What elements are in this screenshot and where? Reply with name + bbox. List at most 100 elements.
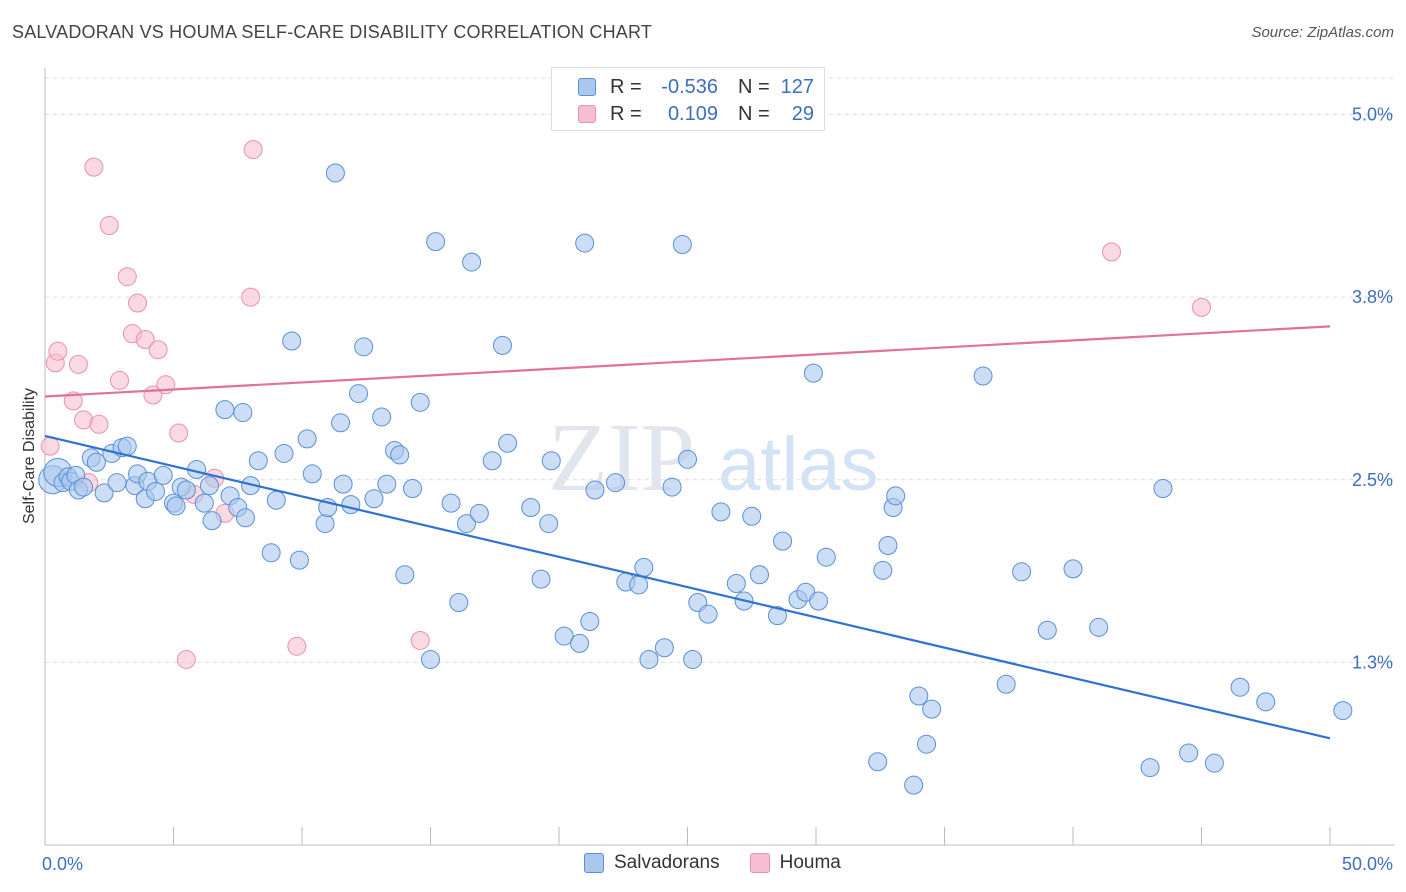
salvadoran-point	[215, 400, 235, 420]
salvadoran-point	[153, 465, 173, 485]
r-value: 0.109	[667, 102, 718, 125]
salvadoran-trend-line	[44, 434, 1331, 740]
salvadoran-point	[441, 493, 461, 513]
salvadoran-point	[873, 560, 893, 580]
salvadoran-point	[492, 335, 512, 355]
salvadoran-point	[233, 403, 253, 423]
salvadoran-point	[354, 337, 374, 357]
salvadoran-point	[333, 474, 353, 494]
salvadoran-point	[482, 451, 502, 471]
salvadoran-point	[541, 451, 561, 471]
houma-point	[148, 340, 168, 360]
stats-legend: R = -0.536 N = 127 R = 0.109 N = 29	[551, 67, 825, 131]
houma-point	[135, 330, 155, 350]
salvadoran-swatch	[578, 78, 596, 96]
houma-points	[40, 140, 1211, 669]
chart-title: SALVADORAN VS HOUMA SELF-CARE DISABILITY…	[12, 22, 653, 42]
salvadoran-point	[809, 591, 829, 611]
houma-point	[68, 354, 88, 374]
y-axis-title: Self-Care Disability	[21, 388, 38, 524]
salvadoran-point	[886, 486, 906, 506]
salvadoran-point	[364, 489, 384, 509]
salvadoran-point	[1333, 701, 1353, 721]
salvadoran-point	[372, 407, 392, 427]
n-value: 29	[791, 102, 814, 125]
n-label: N =	[738, 75, 770, 98]
salvadoran-point	[462, 252, 482, 272]
houma-point	[176, 649, 196, 669]
salvadoran-point	[672, 235, 692, 255]
r-value: -0.536	[661, 75, 718, 98]
y-tick-label: 5.0%	[1352, 105, 1393, 125]
houma-swatch	[749, 853, 770, 873]
houma-point	[117, 267, 137, 287]
salvadoran-point	[315, 514, 335, 534]
salvadoran-point	[1037, 620, 1057, 640]
salvadoran-point	[456, 514, 476, 534]
r-label: R =	[610, 75, 642, 98]
salvadoran-point	[199, 476, 219, 496]
salvadoran-point	[74, 477, 94, 497]
houma-point	[63, 391, 83, 411]
axes	[44, 68, 1395, 846]
salvadoran-point	[1140, 758, 1160, 778]
watermark-atlas: atlas	[718, 422, 879, 507]
salvadoran-swatch	[584, 853, 604, 873]
salvadoran-point	[749, 565, 769, 585]
salvadoran-point	[289, 550, 309, 570]
salvadoran-point	[773, 531, 793, 551]
tick-labels: 1.3% 2.5% 3.8% 5.0% 0.0% 50.0%	[42, 105, 1393, 874]
legend-item-salvadorans[interactable]: Salvadorans	[584, 852, 720, 874]
salvadoran-point	[678, 449, 697, 469]
houma-point	[99, 216, 119, 236]
salvadoran-point	[1204, 753, 1224, 773]
trend-lines	[44, 325, 1331, 740]
salvadoran-point	[390, 445, 410, 465]
houma-point	[169, 423, 189, 443]
legend-label-houma: Houma	[779, 852, 841, 873]
salvadoran-point	[325, 163, 345, 183]
n-label: N =	[738, 102, 770, 125]
salvadoran-point	[973, 366, 993, 386]
houma-swatch	[578, 105, 596, 123]
x-tick-label: 50.0%	[1342, 854, 1393, 874]
salvadoran-point	[426, 232, 446, 252]
salvadoran-point	[469, 503, 489, 523]
legend-item-houma[interactable]: Houma	[749, 852, 841, 874]
salvadoran-point	[1012, 562, 1032, 582]
salvadoran-point	[742, 506, 762, 526]
houma-point	[128, 293, 148, 313]
salvadoran-point	[349, 384, 369, 404]
salvadoran-point	[1089, 617, 1109, 637]
salvadoran-point	[634, 557, 654, 577]
salvadoran-point	[1230, 677, 1250, 697]
salvadoran-point	[996, 674, 1016, 694]
salvadoran-point	[878, 536, 898, 556]
houma-point	[241, 287, 261, 307]
salvadoran-points	[38, 163, 1353, 795]
salvadoran-point	[176, 480, 196, 500]
legend-row-houma: R = 0.109 N = 29	[578, 103, 814, 125]
salvadoran-point	[266, 490, 286, 510]
salvadoran-point	[421, 649, 440, 669]
salvadoran-point	[146, 481, 166, 501]
salvadoran-point	[662, 477, 682, 497]
salvadoran-point	[1256, 692, 1276, 712]
salvadoran-point	[261, 543, 281, 563]
y-tick-label: 1.3%	[1352, 652, 1393, 672]
houma-point	[40, 436, 60, 456]
salvadoran-point	[585, 480, 605, 500]
series-legend: Salvadorans Houma	[584, 852, 871, 874]
salvadoran-point	[341, 495, 361, 515]
salvadoran-point	[521, 498, 541, 518]
salvadoran-point	[107, 473, 127, 493]
salvadoran-point	[94, 483, 114, 503]
salvadoran-point	[377, 474, 397, 494]
salvadoran-point	[410, 392, 430, 412]
salvadoran-point	[580, 611, 600, 631]
salvadoran-point	[629, 575, 649, 595]
salvadoran-point	[117, 436, 137, 456]
houma-point	[48, 341, 68, 361]
salvadoran-point	[531, 569, 551, 589]
